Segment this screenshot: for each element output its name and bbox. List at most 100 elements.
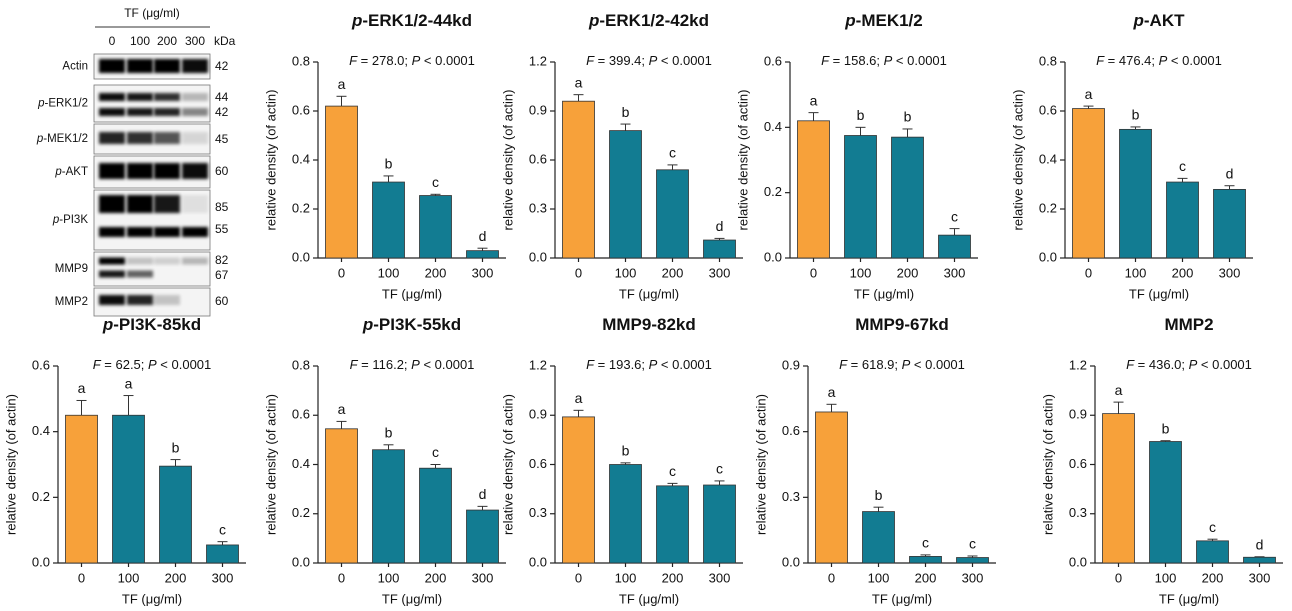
x-tick-label: 100 bbox=[868, 570, 890, 585]
y-axis-label: relative density (of actin) bbox=[735, 90, 750, 231]
blot-band bbox=[99, 258, 125, 265]
annotation-part: < 0.0001 bbox=[157, 357, 212, 372]
blot-header: TF (μg/ml) bbox=[124, 6, 180, 20]
blot-band bbox=[99, 93, 125, 101]
annotation: F = 158.6; P < 0.0001 bbox=[821, 53, 947, 68]
bar bbox=[326, 106, 358, 258]
y-axis-label: relative density (of actin) bbox=[3, 394, 18, 535]
annotation: F = 278.0; P < 0.0001 bbox=[349, 53, 475, 68]
annotation-part: < 0.0001 bbox=[657, 357, 712, 372]
y-tick-label: 0.0 bbox=[529, 554, 547, 569]
y-tick-label: 0.4 bbox=[764, 119, 782, 134]
x-tick-label: 200 bbox=[662, 265, 684, 280]
y-tick-label: 0.8 bbox=[1039, 53, 1057, 68]
x-tick-label: 0 bbox=[338, 265, 345, 280]
x-tick-label: 100 bbox=[1155, 570, 1177, 585]
significance-letter: c bbox=[1209, 519, 1216, 535]
blot-band bbox=[154, 195, 180, 213]
annotation-part: P bbox=[412, 53, 421, 68]
figure: TF (μg/ml)0100200300kDaActin42p-ERK1/244… bbox=[0, 0, 1292, 606]
y-tick-label: 0.3 bbox=[1069, 505, 1087, 520]
kda-label: 67 bbox=[215, 268, 229, 282]
y-tick-label: 0.3 bbox=[782, 489, 800, 504]
chart-title-part: -ERK1/2-44kd bbox=[362, 11, 472, 30]
significance-letter: b bbox=[622, 104, 630, 120]
blot-band bbox=[182, 227, 208, 237]
x-tick-label: 0 bbox=[1085, 265, 1092, 280]
annotation-part: < 0.0001 bbox=[910, 357, 965, 372]
x-tick-label: 300 bbox=[709, 570, 731, 585]
annotation: F = 116.2; P < 0.0001 bbox=[350, 357, 475, 372]
kda-label: 60 bbox=[215, 164, 229, 178]
x-tick-label: 200 bbox=[662, 570, 684, 585]
x-axis-label: TF (μg/ml) bbox=[872, 591, 932, 606]
chart-title-part: -AKT bbox=[1144, 11, 1185, 30]
y-tick-label: 0.2 bbox=[32, 489, 50, 504]
annotation-part: = 618.9; bbox=[847, 357, 902, 372]
blot-band bbox=[182, 195, 208, 213]
x-tick-label: 200 bbox=[1202, 570, 1224, 585]
x-tick-label: 200 bbox=[425, 570, 447, 585]
dose-label: 100 bbox=[130, 34, 150, 48]
x-tick-label: 200 bbox=[425, 265, 447, 280]
x-tick-label: 100 bbox=[378, 265, 400, 280]
blot-band bbox=[127, 163, 153, 179]
chart-title: MMP9-67kd bbox=[855, 315, 949, 334]
y-axis-label: relative density (of actin) bbox=[753, 394, 768, 535]
bar bbox=[1150, 442, 1182, 563]
bar bbox=[1214, 189, 1246, 258]
significance-letter: a bbox=[338, 401, 346, 417]
annotation-part: P bbox=[902, 357, 911, 372]
y-tick-label: 0.9 bbox=[529, 407, 547, 422]
bar bbox=[704, 485, 736, 563]
x-tick-label: 100 bbox=[615, 570, 637, 585]
x-tick-label: 0 bbox=[828, 570, 835, 585]
bar bbox=[610, 131, 642, 258]
y-tick-label: 0.0 bbox=[764, 249, 782, 264]
bar bbox=[657, 486, 689, 563]
chart-title-part: MMP9-67kd bbox=[855, 315, 949, 334]
bar bbox=[113, 415, 145, 563]
bar bbox=[863, 512, 895, 563]
y-tick-label: 0.6 bbox=[529, 456, 547, 471]
y-tick-label: 0.6 bbox=[764, 53, 782, 68]
chart-title: p-PI3K-55kd bbox=[362, 315, 461, 334]
significance-letter: c bbox=[951, 208, 958, 224]
annotation-part: = 116.2; bbox=[358, 357, 412, 372]
x-axis-label: TF (μg/ml) bbox=[382, 286, 442, 301]
chart-title-part: p bbox=[588, 11, 599, 30]
y-tick-label: 0.0 bbox=[32, 554, 50, 569]
blot-band bbox=[127, 59, 153, 73]
annotation-part: = 193.6; bbox=[594, 357, 649, 372]
kda-label: 85 bbox=[215, 200, 229, 214]
bar bbox=[373, 450, 405, 563]
x-axis-label: TF (μg/ml) bbox=[1159, 591, 1219, 606]
bar bbox=[892, 137, 924, 258]
blot-row-label: MMP9 bbox=[55, 263, 88, 275]
annotation: F = 436.0; P < 0.0001 bbox=[1126, 357, 1252, 372]
blot-band bbox=[154, 163, 180, 179]
annotation-part: P bbox=[1189, 357, 1198, 372]
blot-box bbox=[94, 85, 210, 122]
blot-band bbox=[127, 93, 153, 101]
blot-row-label: Actin bbox=[62, 61, 88, 73]
blot-row-label: p-AKT bbox=[54, 166, 88, 178]
y-tick-label: 0.0 bbox=[782, 554, 800, 569]
bar bbox=[845, 136, 877, 259]
bar bbox=[373, 182, 405, 258]
chart-title: p-AKT bbox=[1133, 11, 1186, 30]
x-axis-label: TF (μg/ml) bbox=[382, 591, 442, 606]
x-tick-label: 0 bbox=[1115, 570, 1122, 585]
significance-letter: a bbox=[1085, 86, 1093, 102]
blot-row-label: p-PI3K bbox=[52, 214, 88, 226]
x-axis-label: TF (μg/ml) bbox=[122, 591, 182, 606]
bar bbox=[798, 121, 830, 258]
blot-band bbox=[154, 227, 180, 237]
blot-row-label-part: -MEK1/2 bbox=[43, 133, 88, 145]
y-axis-label: relative density (of actin) bbox=[1040, 394, 1055, 535]
blot-band bbox=[127, 108, 153, 116]
y-tick-label: 0.0 bbox=[292, 554, 310, 569]
blot-band bbox=[127, 195, 153, 213]
significance-letter: a bbox=[810, 92, 818, 108]
blot-band bbox=[154, 93, 180, 101]
